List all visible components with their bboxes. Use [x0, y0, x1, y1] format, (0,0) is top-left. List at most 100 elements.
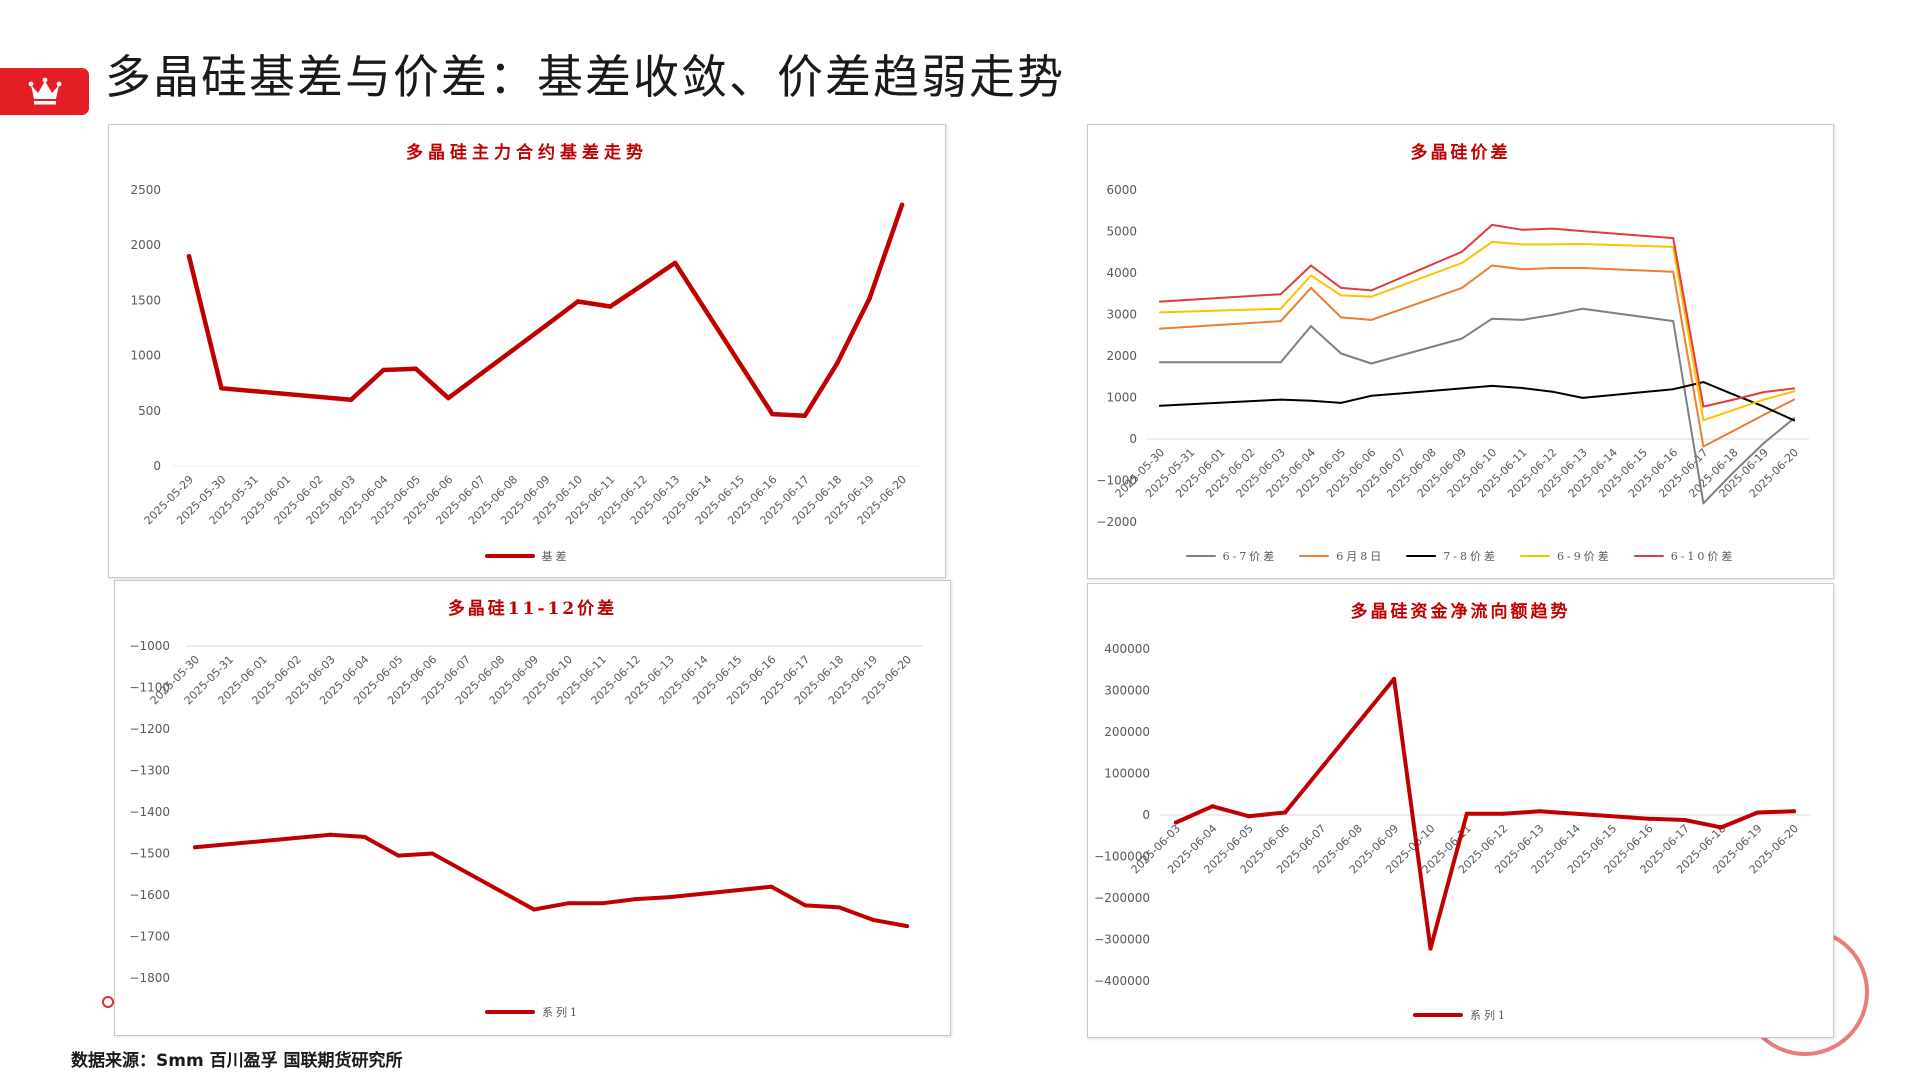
data-point	[1246, 814, 1251, 819]
data-point	[899, 202, 905, 208]
y-tick-label: −1200	[129, 722, 170, 736]
brand-badge	[0, 68, 89, 115]
data-point	[1672, 270, 1675, 273]
series-line	[1159, 381, 1795, 422]
data-point	[1702, 445, 1705, 448]
data-point	[381, 367, 386, 373]
series-line	[1159, 264, 1795, 448]
chart-spread: −2000−100001000200030004000500060002025-…	[1096, 183, 1809, 529]
data-point	[1551, 313, 1554, 316]
chart-title: 多晶硅资金净流向额趋势	[1350, 602, 1571, 622]
data-point	[1521, 268, 1524, 271]
y-tick-label: 3000	[1106, 308, 1137, 322]
y-tick-label: 0	[1142, 808, 1150, 822]
data-point	[413, 366, 419, 372]
data-point	[608, 304, 613, 309]
legend-item: 6-9价差	[1520, 548, 1612, 564]
data-point	[905, 924, 909, 929]
data-point	[1370, 394, 1373, 397]
chart-legend: 系列1	[115, 1004, 950, 1020]
y-tick-label: 400000	[1104, 642, 1150, 656]
y-tick-label: 2500	[130, 183, 161, 197]
data-point	[1491, 317, 1494, 320]
y-tick-label: −1100	[129, 681, 170, 695]
legend-label: 6月8日	[1336, 550, 1385, 563]
legend-label: 系列1	[1470, 1009, 1508, 1022]
legend-swatch	[1299, 555, 1330, 557]
data-point	[532, 907, 536, 912]
data-point	[193, 845, 197, 850]
legend-swatch	[484, 553, 535, 559]
legend-item: 基差	[484, 548, 570, 564]
data-point	[1762, 442, 1765, 445]
data-point	[867, 295, 872, 301]
data-point	[1159, 300, 1161, 303]
crown-icon	[28, 77, 61, 104]
chart-legend: 6-7价差 6月8日 7-8价差 6-9价差 6-10价差	[1088, 548, 1833, 564]
y-tick-label: −2000	[1096, 515, 1137, 529]
data-point	[1460, 262, 1463, 264]
legend-item: 6-7价差	[1185, 548, 1278, 564]
data-point	[1732, 471, 1735, 474]
series-line	[193, 832, 909, 929]
y-tick-label: −200000	[1094, 891, 1150, 905]
data-point	[1521, 318, 1524, 321]
legend-swatch	[1406, 555, 1437, 557]
y-tick-label: −1400	[129, 805, 170, 819]
chart-title: 多晶硅主力合约基差走势	[406, 143, 648, 163]
data-point	[1702, 405, 1705, 408]
data-point	[1581, 307, 1584, 310]
data-point	[1491, 384, 1494, 387]
y-tick-label: 100000	[1104, 767, 1150, 781]
data-point	[1460, 387, 1463, 390]
data-point	[1370, 362, 1373, 365]
data-point	[1279, 293, 1282, 296]
data-point	[1537, 809, 1542, 814]
y-tick-label: 5000	[1106, 225, 1137, 239]
data-point	[770, 411, 775, 417]
data-point	[1682, 818, 1687, 822]
chart-panel-11-12-spread: −1000 −1100 −1200 −1300 −1400 −1500 −1600 −1700…	[114, 580, 951, 1036]
data-point	[1551, 227, 1554, 230]
y-tick-label: 1500	[130, 293, 161, 307]
data-point	[1310, 286, 1312, 289]
y-tick-label: 0	[1129, 432, 1137, 446]
legend-swatch	[1633, 555, 1664, 557]
data-point	[1702, 502, 1705, 505]
y-tick-label: −1500	[129, 847, 170, 861]
data-point	[1732, 398, 1735, 401]
data-point	[1793, 390, 1795, 393]
data-point	[1501, 811, 1506, 816]
data-point	[1210, 804, 1215, 809]
data-point	[1581, 396, 1584, 399]
data-point	[1460, 250, 1463, 253]
data-point	[1279, 398, 1282, 401]
series-line	[1174, 676, 1796, 951]
chart-panel-fund-flow: −400000 −300000 −200000 −100000 0 100000 20000…	[1087, 583, 1834, 1038]
data-point	[1279, 320, 1282, 323]
data-point	[1762, 413, 1765, 416]
data-point	[1702, 381, 1705, 384]
data-point	[837, 905, 842, 910]
y-tick-label: 2000	[1106, 349, 1137, 363]
data-point	[1762, 391, 1765, 394]
data-point	[1762, 405, 1765, 408]
series-line	[186, 202, 905, 419]
data-point	[1551, 243, 1554, 246]
data-point	[1392, 676, 1397, 681]
data-point	[430, 851, 435, 856]
data-point	[1581, 243, 1584, 245]
data-point	[1340, 352, 1343, 355]
data-point	[1491, 223, 1494, 226]
chart-legend: 系列1	[1088, 1007, 1833, 1023]
data-point	[348, 397, 354, 403]
legend-item: 系列1	[1413, 1007, 1508, 1023]
data-point	[834, 361, 840, 366]
data-point	[186, 253, 192, 259]
data-point	[1793, 387, 1795, 390]
data-point	[1159, 311, 1161, 314]
y-tick-label: 1000	[1106, 391, 1137, 405]
decorative-dot	[102, 996, 114, 1008]
data-point	[1159, 361, 1161, 364]
data-point	[1672, 320, 1675, 323]
